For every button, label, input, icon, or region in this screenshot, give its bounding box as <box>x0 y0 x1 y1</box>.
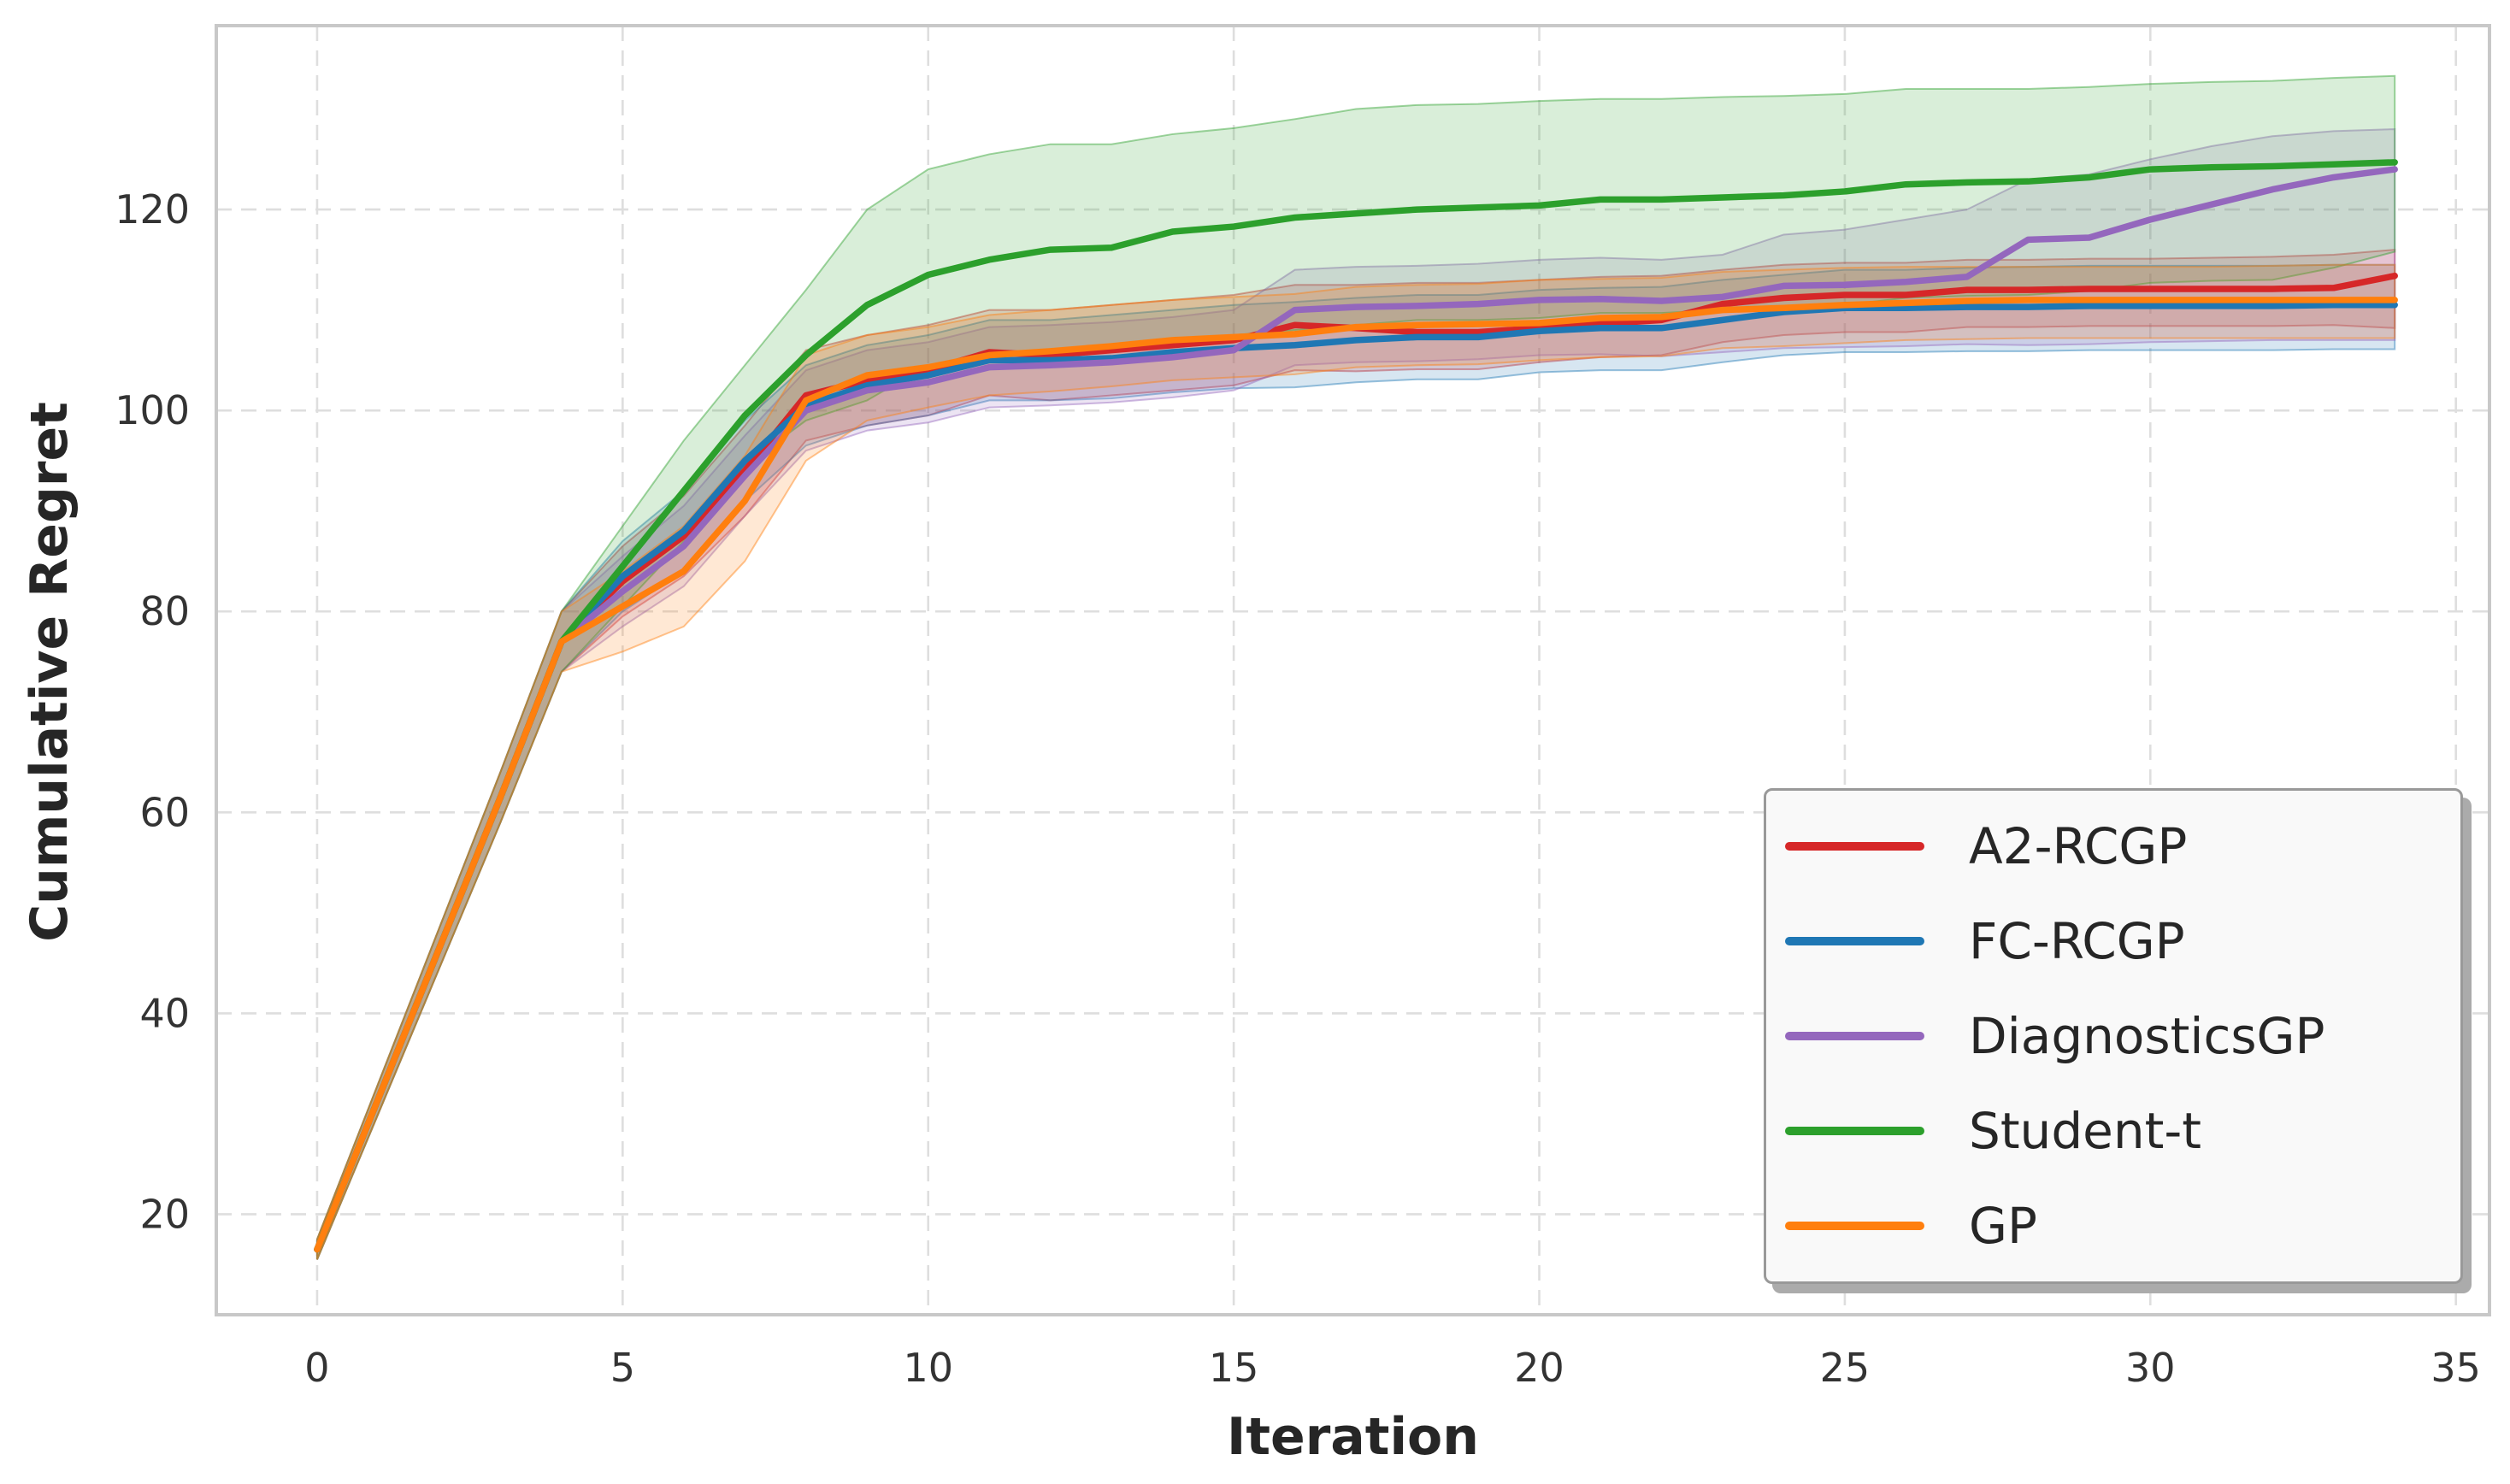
x-tick-label: 30 <box>2125 1345 2176 1391</box>
y-tick-label: 60 <box>139 789 190 835</box>
series-line-student-t <box>314 159 2398 1253</box>
y-tick-label: 20 <box>139 1191 190 1237</box>
y-tick-label: 40 <box>139 990 190 1036</box>
confidence-band-gp <box>315 263 2396 1260</box>
legend-item: GP <box>1766 1179 2460 1274</box>
series-line-fc-rcgp <box>314 302 2398 1253</box>
legend-item: FC-RCGP <box>1766 894 2460 989</box>
confidence-band-diagnosticsgp <box>315 128 2396 1260</box>
legend: A2-RCGP FC-RCGP DiagnosticsGP Student-t GP <box>1764 788 2463 1284</box>
y-axis-label: Cumulative Regret <box>20 402 80 942</box>
legend-item: A2-RCGP <box>1766 799 2460 894</box>
legend-item: DiagnosticsGP <box>1766 989 2460 1084</box>
series-line-diagnosticsgp <box>314 166 2398 1253</box>
x-tick-label: 20 <box>1514 1345 1564 1391</box>
y-tick-label: 80 <box>139 588 190 634</box>
legend-item-label: GP <box>1969 1197 2037 1255</box>
confidence-band-fc-rcgp <box>315 263 2396 1260</box>
legend-item-label: DiagnosticsGP <box>1969 1007 2325 1065</box>
x-tick-label: 25 <box>1820 1345 1871 1391</box>
legend-item-label: FC-RCGP <box>1969 912 2185 970</box>
x-tick-label: 35 <box>2430 1345 2481 1391</box>
y-tick-label: 100 <box>115 387 190 433</box>
legend-swatch-student-t <box>1785 1127 1924 1135</box>
confidence-band-a2-rcgp <box>315 249 2396 1260</box>
legend-item-label: Student-t <box>1969 1102 2201 1160</box>
x-tick-label: 15 <box>1209 1345 1259 1391</box>
legend-swatch-a2-rcgp <box>1785 842 1924 851</box>
legend-swatch-fc-rcgp <box>1785 937 1924 945</box>
x-tick-label: 5 <box>610 1345 635 1391</box>
plot-frame <box>215 24 2491 1316</box>
legend-item-label: A2-RCGP <box>1969 817 2188 875</box>
y-tick-label: 120 <box>115 186 190 233</box>
legend-swatch-gp <box>1785 1222 1924 1230</box>
series-line-gp <box>314 297 2398 1253</box>
x-tick-label: 10 <box>903 1345 953 1391</box>
x-axis-label: Iteration <box>1227 1407 1479 1467</box>
legend-swatch-diagnosticsgp <box>1785 1032 1924 1040</box>
x-tick-label: 0 <box>304 1345 329 1391</box>
legend-item: Student-t <box>1766 1084 2460 1179</box>
